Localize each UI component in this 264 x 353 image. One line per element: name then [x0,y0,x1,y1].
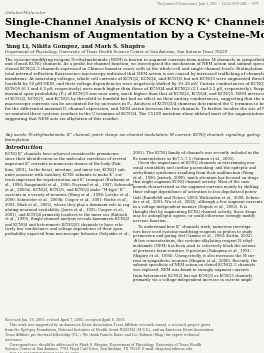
Text: Cellular/Molecular: Cellular/Molecular [5,11,47,15]
Text: Introduction: Introduction [5,145,43,150]
Text: 2001). The KCNQ family of channels was recently included in the
Kv nomenclature : 2001). The KCNQ family of channels was r… [133,151,263,282]
Text: Key words: N-ethylmaleimide; K⁺ channel; patch clamp; ion channel modulation; M : Key words: N-ethylmaleimide; K⁺ channel;… [5,132,261,142]
Text: Department of Physiology, University of Texas Health Science Center at San Anton: Department of Physiology, University of … [5,50,228,54]
Text: Single-Channel Analysis of KCNQ K⁺ Channels Reveals the: Single-Channel Analysis of KCNQ K⁺ Chann… [5,18,264,27]
Text: Received Jan. 19, 2005; revised April 7, 2005; accepted April 8, 2005.
    This : Received Jan. 19, 2005; revised April 7,… [5,318,214,353]
Text: Mechanism of Augmentation by a Cysteine-Modifying Reagent: Mechanism of Augmentation by a Cysteine-… [5,31,264,40]
Text: KCNQ K⁺ channels have achieved considerable prominence
since their identificatio: KCNQ K⁺ channels have achieved considera… [5,151,134,236]
Text: The Journal of Neuroscience, June 1, 2005  •  25(22):5979–5988  •  5979: The Journal of Neuroscience, June 1, 200… [157,2,259,6]
Text: Yang Li, Nikita Gompez, and Mark S. Shapiro: Yang Li, Nikita Gompez, and Mark S. Shap… [5,44,145,49]
Text: The cysteine-modifying reagent N-ethylmaleimide (NEM) is known to augment curren: The cysteine-modifying reagent N-ethylma… [5,58,264,121]
